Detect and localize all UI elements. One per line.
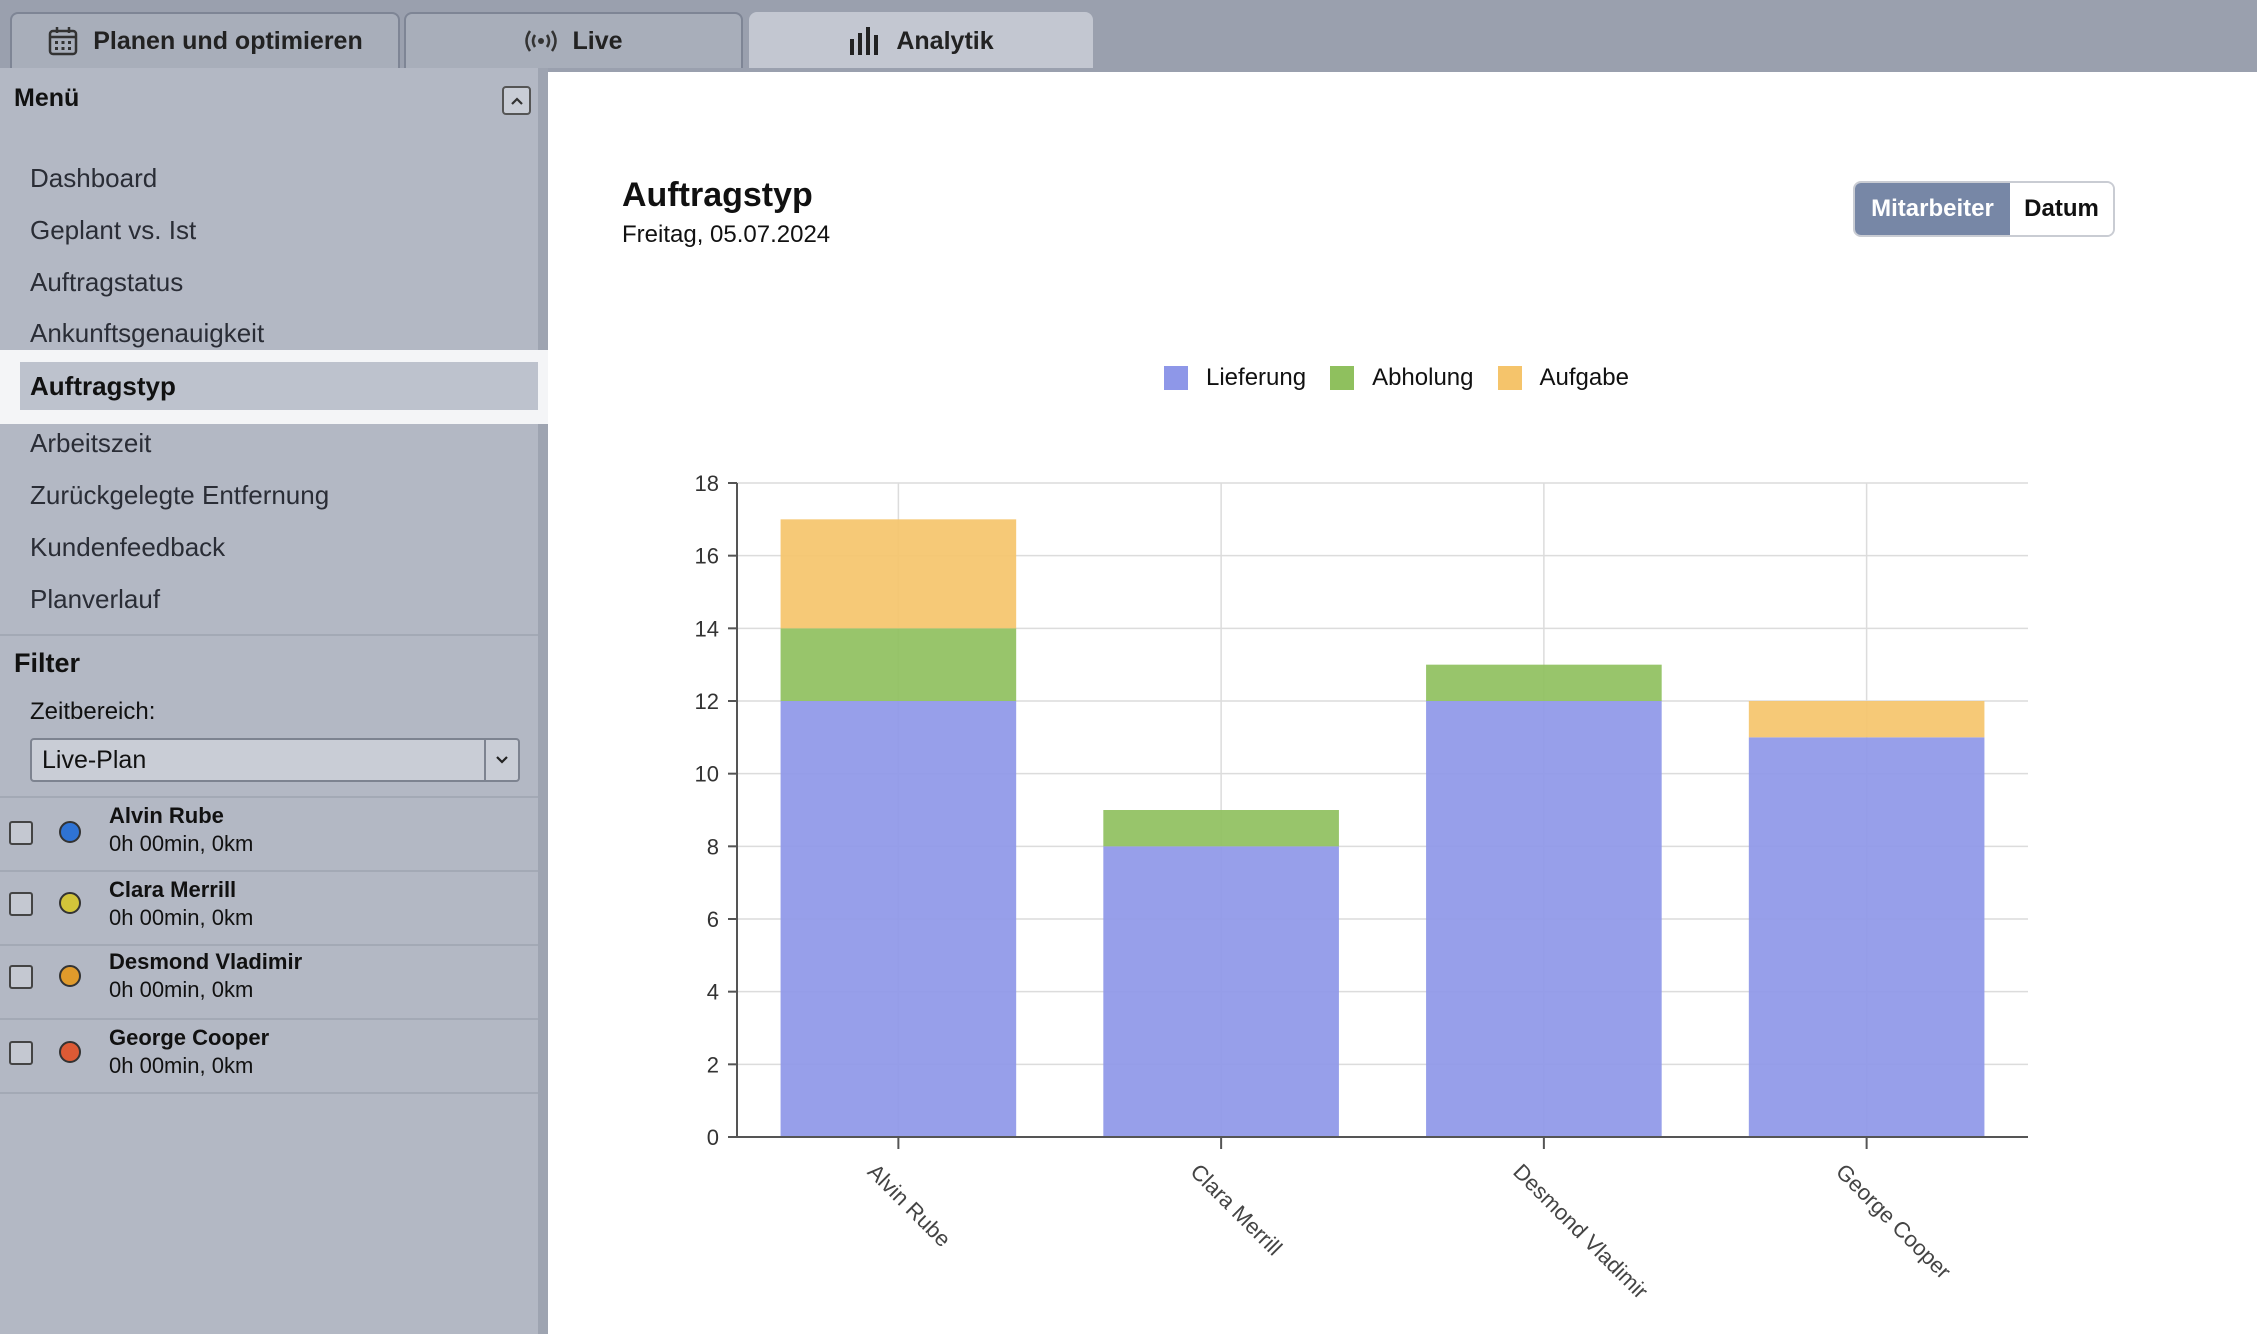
tab-label: Live: [572, 26, 623, 55]
sidebar-item-planverlauf[interactable]: Planverlauf: [30, 584, 161, 614]
stacked-bar-chart: 0 2 4 6 8 10 12 14 16 18 Alvin Rube Clara Merrill De…: [695, 471, 2028, 1304]
employee-checkbox[interactable]: [9, 965, 33, 989]
sidebar: [0, 68, 548, 1334]
tab-analytik[interactable]: Analytik: [749, 12, 1093, 68]
x-tick-label: Clara Merrill: [1186, 1159, 1288, 1261]
top-tab-bar: Planen und optimieren Live Analytik: [0, 0, 2257, 68]
employee-color-dot: [59, 892, 81, 914]
filter-title: Filter: [14, 648, 81, 678]
sidebar-item-ankunftsgenauigkeit[interactable]: Ankunftsgenauigkeit: [30, 318, 265, 348]
bar-lieferung[interactable]: [1426, 701, 1662, 1137]
employee-meta: 0h 00min, 0km: [109, 1053, 254, 1078]
y-tick-label: 14: [695, 616, 719, 641]
bar-abholung[interactable]: [780, 628, 1017, 701]
view-toggle: Mitarbeiter Datum: [1853, 181, 2115, 237]
sidebar-divider: [0, 634, 538, 636]
y-tick-label: 6: [707, 907, 719, 932]
y-tick-label: 18: [695, 471, 719, 496]
sidebar-item-auftragstyp[interactable]: Auftragstyp: [20, 362, 538, 410]
tab-label: Analytik: [896, 26, 994, 55]
tab-planen[interactable]: Planen und optimieren: [10, 12, 400, 68]
y-tick-label: 10: [695, 762, 719, 787]
chevron-up-icon: [510, 96, 523, 105]
collapse-menu-button[interactable]: [502, 86, 531, 115]
x-tick-label: Alvin Rube: [863, 1159, 956, 1252]
y-tick-label: 4: [707, 980, 719, 1005]
legend-swatch: [1497, 366, 1522, 390]
chevron-down-icon: [484, 740, 518, 780]
sidebar-item-zurueckgelegte-entfernung[interactable]: Zurückgelegte Entfernung: [30, 480, 330, 510]
calendar-icon: [47, 25, 79, 57]
employee-meta: 0h 00min, 0km: [109, 905, 254, 930]
bar-lieferung[interactable]: [780, 701, 1017, 1137]
x-tick-label: George Cooper: [1831, 1159, 1956, 1284]
time-range-value: Live-Plan: [42, 745, 147, 774]
legend-swatch: [1164, 366, 1188, 390]
bar-aufgabe[interactable]: [1748, 701, 1985, 738]
employee-checkbox[interactable]: [9, 892, 33, 916]
y-tick-label: 16: [695, 544, 719, 569]
employee-checkbox[interactable]: [9, 821, 33, 845]
bar-lieferung[interactable]: [1103, 846, 1339, 1137]
employee-list-divider: [0, 796, 538, 798]
menu-title: Menü: [14, 84, 80, 112]
legend-label: Abholung: [1372, 364, 1474, 391]
employee-color-dot: [59, 1041, 81, 1063]
toggle-mitarbeiter-button[interactable]: Mitarbeiter: [1855, 183, 2010, 235]
legend-label: Aufgabe: [1539, 364, 1629, 391]
employee-color-dot: [59, 965, 81, 987]
employee-name: Desmond Vladimir: [109, 949, 303, 974]
employee-checkbox[interactable]: [9, 1041, 33, 1065]
time-range-select[interactable]: Live-Plan: [30, 738, 520, 782]
y-tick-label: 2: [707, 1052, 719, 1077]
employee-name: Clara Merrill: [109, 877, 237, 902]
page-date: Freitag, 05.07.2024: [622, 221, 831, 248]
y-tick-label: 0: [707, 1125, 719, 1150]
employee-name: George Cooper: [109, 1025, 270, 1050]
bar-abholung[interactable]: [1103, 810, 1339, 847]
employee-row: Alvin Rube 0h 00min, 0km: [0, 798, 538, 872]
bar-abholung[interactable]: [1426, 664, 1662, 701]
sidebar-scrollbar[interactable]: [538, 68, 548, 1334]
legend-item-lieferung[interactable]: Lieferung: [1164, 364, 1306, 392]
legend-item-aufgabe[interactable]: Aufgabe: [1497, 364, 1629, 392]
legend-swatch: [1330, 366, 1355, 390]
sidebar-item-dashboard[interactable]: Dashboard: [30, 163, 158, 193]
employee-meta: 0h 00min, 0km: [109, 831, 254, 856]
x-tick-label: Desmond Vladimir: [1508, 1159, 1653, 1304]
legend-label: Lieferung: [1206, 364, 1307, 391]
bar-lieferung[interactable]: [1748, 737, 1985, 1137]
sidebar-item-auftragstatus[interactable]: Auftragstatus: [30, 267, 184, 297]
y-tick-label: 8: [707, 834, 719, 859]
sidebar-item-arbeitszeit[interactable]: Arbeitszeit: [30, 428, 152, 458]
toggle-datum-button[interactable]: Datum: [2010, 183, 2113, 235]
employee-row: George Cooper 0h 00min, 0km: [0, 1020, 538, 1094]
page-title: Auftragstyp: [622, 176, 813, 214]
employee-row: Desmond Vladimir 0h 00min, 0km: [0, 946, 538, 1020]
sidebar-item-geplant-vs-ist[interactable]: Geplant vs. Ist: [30, 215, 197, 245]
broadcast-icon: [524, 29, 558, 53]
tab-live[interactable]: Live: [404, 12, 743, 68]
employee-color-dot: [59, 821, 81, 843]
legend-item-abholung[interactable]: Abholung: [1330, 364, 1474, 392]
y-tick-label: 12: [695, 689, 719, 714]
bar-chart-icon: [848, 27, 882, 55]
time-range-label: Zeitbereich:: [30, 698, 156, 725]
sidebar-item-kundenfeedback[interactable]: Kundenfeedback: [30, 532, 226, 562]
employee-name: Alvin Rube: [109, 803, 224, 828]
employee-row: Clara Merrill 0h 00min, 0km: [0, 872, 538, 946]
chart-legend: Lieferung Abholung Aufgabe: [1164, 364, 1653, 392]
employee-meta: 0h 00min, 0km: [109, 977, 254, 1002]
tab-label: Planen und optimieren: [93, 26, 363, 55]
bar-aufgabe[interactable]: [780, 519, 1017, 629]
